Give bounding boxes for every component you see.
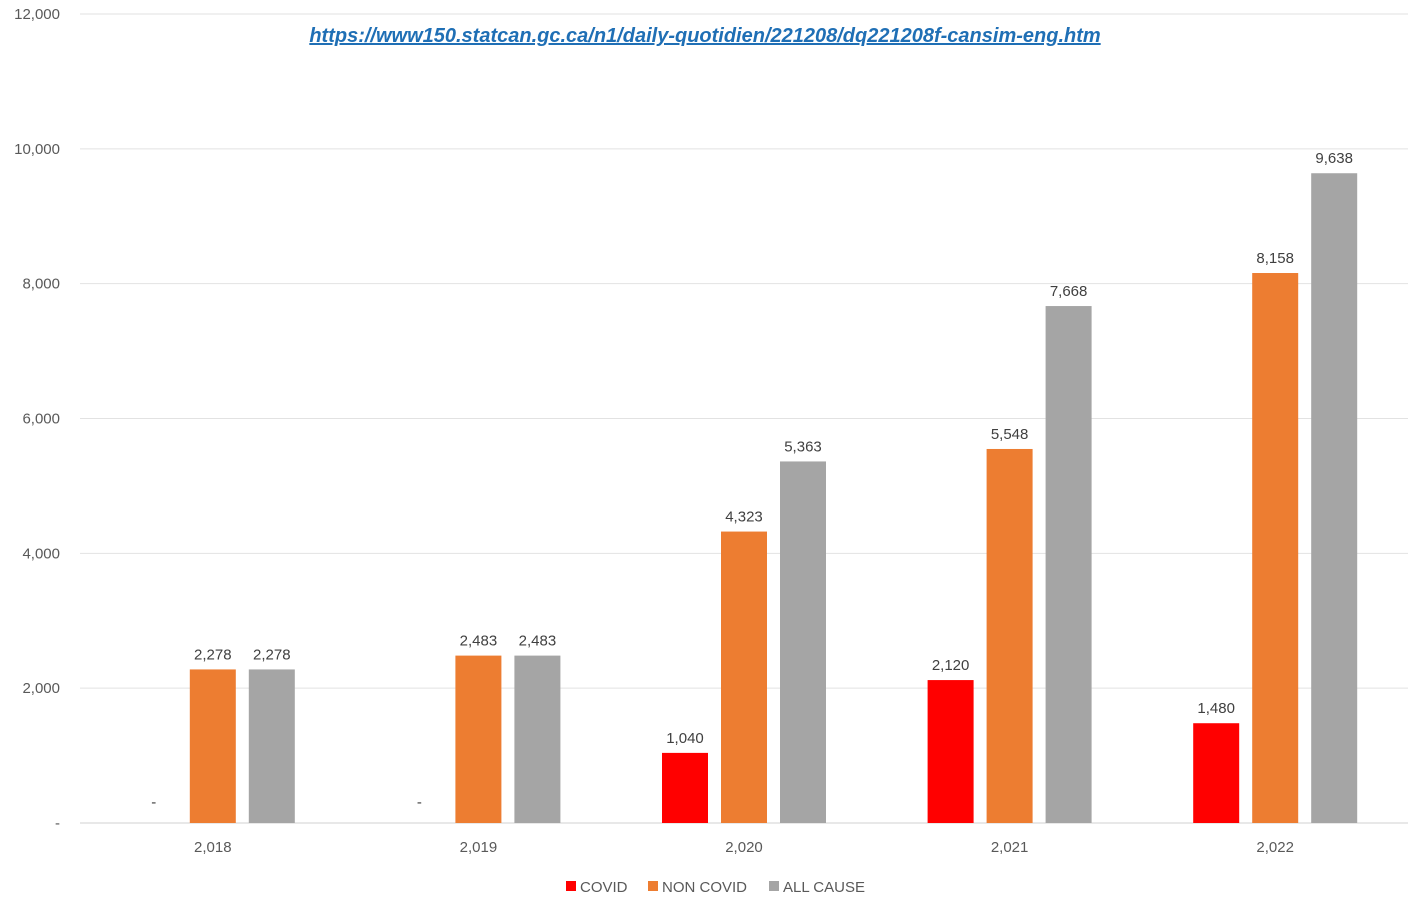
bar-covid bbox=[662, 752, 708, 823]
data-label: 1,040 bbox=[666, 730, 704, 747]
source-url-link[interactable]: https://www150.statcan.gc.ca/n1/daily-qu… bbox=[309, 25, 1100, 47]
x-category-label: 2,022 bbox=[1256, 839, 1294, 856]
legend-swatch bbox=[566, 881, 576, 891]
bar-covid bbox=[1193, 723, 1240, 823]
y-tick-label: 8,000 bbox=[22, 276, 60, 293]
legend-swatch bbox=[769, 881, 779, 891]
data-label: 1,480 bbox=[1197, 700, 1235, 717]
bar-non-covid bbox=[455, 655, 502, 823]
y-tick-label: 2,000 bbox=[22, 680, 60, 697]
bars bbox=[189, 173, 1358, 823]
bar-non-covid bbox=[1252, 273, 1299, 823]
data-label: - bbox=[417, 794, 422, 811]
data-label: 2,483 bbox=[460, 633, 498, 650]
bar-non-covid bbox=[721, 531, 767, 823]
data-label: 5,548 bbox=[991, 426, 1029, 443]
data-label: 2,278 bbox=[253, 646, 291, 663]
data-label: 7,668 bbox=[1050, 283, 1088, 300]
x-category-label: 2,020 bbox=[725, 839, 763, 856]
legend-label: COVID bbox=[580, 879, 628, 896]
legend-swatch bbox=[648, 881, 658, 891]
y-tick-label: 10,000 bbox=[14, 141, 60, 158]
bar-all-cause bbox=[248, 669, 295, 823]
x-axis-categories: 2,018 2,019 2,020 2,021 2,022 bbox=[194, 839, 1294, 856]
x-category-label: 2,018 bbox=[194, 839, 232, 856]
bar-all-cause bbox=[514, 655, 561, 823]
bar-non-covid bbox=[189, 669, 236, 823]
data-label: 2,483 bbox=[519, 633, 557, 650]
y-axis-ticks: - 2,000 4,000 6,000 8,000 10,000 12,000 bbox=[14, 6, 60, 832]
legend-item-all-cause: ALL CAUSE bbox=[769, 879, 865, 896]
bar-covid bbox=[927, 680, 974, 823]
data-label: - bbox=[151, 794, 156, 811]
legend: COVID NON COVID ALL CAUSE bbox=[566, 879, 865, 896]
legend-label: NON COVID bbox=[662, 879, 747, 896]
bar-all-cause bbox=[1311, 173, 1358, 823]
x-category-label: 2,021 bbox=[991, 839, 1029, 856]
data-label: 2,120 bbox=[932, 657, 970, 674]
data-label: 5,363 bbox=[784, 438, 822, 455]
legend-item-covid: COVID bbox=[566, 879, 628, 896]
data-label: 9,638 bbox=[1315, 150, 1353, 167]
data-labels: - 2,278 2,278 - 2,483 2,483 1,040 4,323 5,363 2,1… bbox=[151, 150, 1353, 811]
bar-all-cause bbox=[780, 461, 826, 823]
data-label: 2,278 bbox=[194, 646, 232, 663]
y-tick-label: 6,000 bbox=[22, 411, 60, 428]
legend-item-non-covid: NON COVID bbox=[648, 879, 747, 896]
y-tick-label: 12,000 bbox=[14, 6, 60, 23]
bar-non-covid bbox=[986, 448, 1033, 823]
bar-all-cause bbox=[1045, 306, 1092, 823]
x-category-label: 2,019 bbox=[460, 839, 498, 856]
y-tick-label: 4,000 bbox=[22, 545, 60, 562]
data-label: 8,158 bbox=[1256, 250, 1294, 267]
y-tick-label: - bbox=[55, 815, 60, 832]
legend-label: ALL CAUSE bbox=[783, 879, 865, 896]
data-label: 4,323 bbox=[725, 509, 763, 526]
